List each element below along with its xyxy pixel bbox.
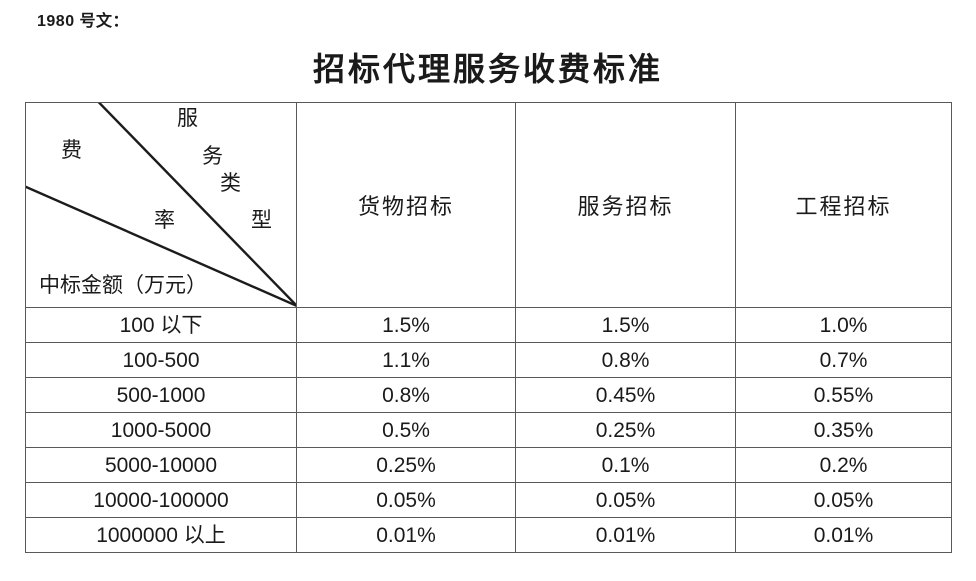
table-row: 5000-10000 0.25% 0.1% 0.2% <box>25 447 952 483</box>
value-cell: 0.25% <box>515 412 736 448</box>
value-cell: 0.7% <box>735 342 952 378</box>
corner-label-service-type-char-2: 务 <box>202 144 223 168</box>
value-cell: 0.45% <box>515 377 736 413</box>
diagonal-line-upper <box>98 103 296 307</box>
value-cell: 0.2% <box>735 447 952 483</box>
row-label-cell: 100 以下 <box>25 307 297 343</box>
value-cell: 0.35% <box>735 412 952 448</box>
value-cell: 1.0% <box>735 307 952 343</box>
value-cell: 0.25% <box>296 447 516 483</box>
value-cell: 0.05% <box>296 482 516 518</box>
value-cell: 0.8% <box>515 342 736 378</box>
value-cell: 0.8% <box>296 377 516 413</box>
row-label-cell: 1000000 以上 <box>25 517 297 553</box>
value-cell: 0.05% <box>735 482 952 518</box>
table-row: 100-500 1.1% 0.8% 0.7% <box>25 342 952 378</box>
row-label-cell: 10000-100000 <box>25 482 297 518</box>
corner-label-service-type-char-4: 型 <box>251 208 272 232</box>
value-cell: 0.01% <box>515 517 736 553</box>
row-label-cell: 500-1000 <box>25 377 297 413</box>
row-label-cell: 1000-5000 <box>25 412 297 448</box>
page-title: 招标代理服务收费标准 <box>312 51 663 87</box>
corner-label-rate-char-2: 率 <box>154 208 175 232</box>
value-cell: 1.5% <box>296 307 516 343</box>
corner-label-service-type-char-1: 服 <box>177 106 198 130</box>
doc-number-note: 1980 号文： <box>37 13 130 30</box>
table-row: 500-1000 0.8% 0.45% 0.55% <box>25 377 952 413</box>
column-header-service-bidding: 服务招标 <box>515 102 736 308</box>
diagonal-lines-graphic <box>26 103 296 307</box>
value-cell: 0.55% <box>735 377 952 413</box>
table-row: 100 以下 1.5% 1.5% 1.0% <box>25 307 952 343</box>
table-header-row: 服 务 类 型 费 率 中标金额（万元） 货物招标 服务招标 工程招标 <box>25 102 952 308</box>
row-label-cell: 100-500 <box>25 342 297 378</box>
value-cell: 0.1% <box>515 447 736 483</box>
value-cell: 0.01% <box>296 517 516 553</box>
value-cell: 0.01% <box>735 517 952 553</box>
value-cell: 1.5% <box>515 307 736 343</box>
column-header-goods-bidding: 货物招标 <box>296 102 516 308</box>
value-cell: 0.5% <box>296 412 516 448</box>
corner-label-service-type-char-3: 类 <box>220 171 241 195</box>
diagonal-line-lower <box>26 185 296 307</box>
row-label-cell: 5000-10000 <box>25 447 297 483</box>
corner-label-rate-char-1: 费 <box>61 138 82 162</box>
value-cell: 0.05% <box>515 482 736 518</box>
table-row: 1000-5000 0.5% 0.25% 0.35% <box>25 412 952 448</box>
fee-table: 服 务 类 型 费 率 中标金额（万元） 货物招标 服务招标 工程招标 100 … <box>25 102 952 553</box>
table-row: 1000000 以上 0.01% 0.01% 0.01% <box>25 517 952 553</box>
value-cell: 1.1% <box>296 342 516 378</box>
column-header-engineering-bidding: 工程招标 <box>735 102 952 308</box>
table-row: 10000-100000 0.05% 0.05% 0.05% <box>25 482 952 518</box>
corner-label-amount: 中标金额（万元） <box>39 273 207 297</box>
corner-cell: 服 务 类 型 费 率 中标金额（万元） <box>25 102 297 308</box>
